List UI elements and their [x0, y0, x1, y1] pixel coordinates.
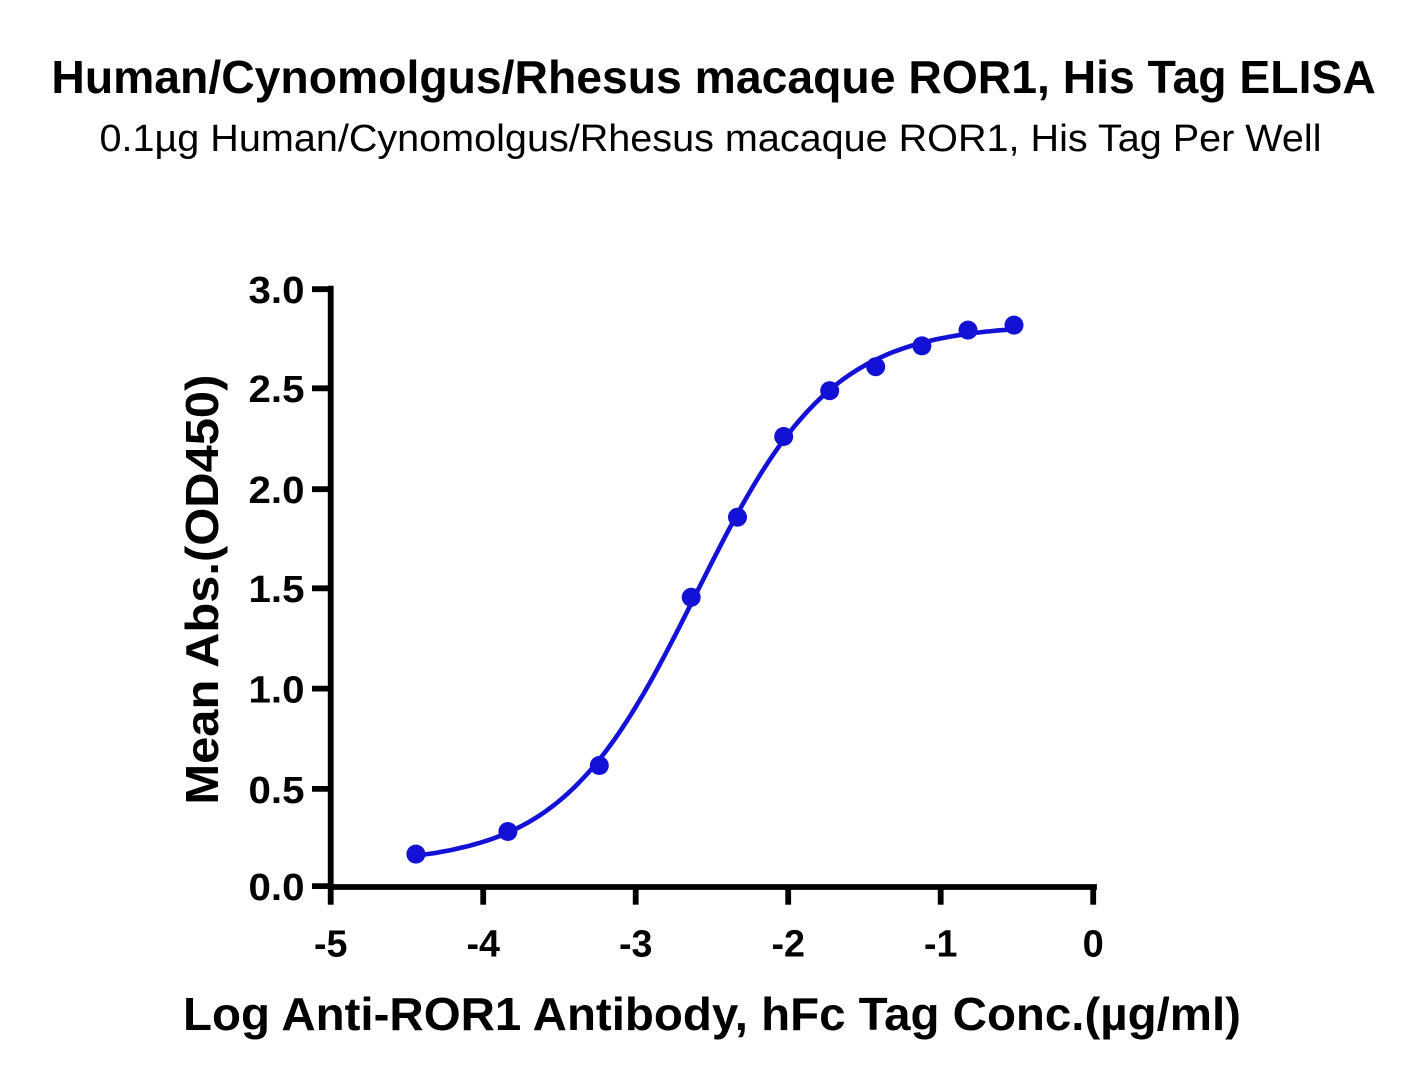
svg-text:0.5: 0.5	[249, 770, 305, 812]
svg-text:Log Anti-ROR1 Antibody, hFc Ta: Log Anti-ROR1 Antibody, hFc Tag Conc.(µg…	[183, 988, 1241, 1040]
svg-text:-3: -3	[619, 923, 653, 965]
svg-text:-1: -1	[924, 923, 958, 965]
svg-text:2.5: 2.5	[249, 369, 305, 411]
svg-text:1.0: 1.0	[249, 670, 305, 712]
svg-text:-4: -4	[466, 923, 500, 965]
svg-text:0.0: 0.0	[249, 867, 305, 909]
svg-text:1.5: 1.5	[249, 569, 305, 611]
svg-text:-5: -5	[314, 923, 348, 965]
svg-text:0.1µg Human/Cynomolgus/Rhesus: 0.1µg Human/Cynomolgus/Rhesus macaque RO…	[100, 118, 1322, 160]
svg-text:0: 0	[1083, 923, 1104, 965]
svg-text:Mean Abs.(OD450): Mean Abs.(OD450)	[176, 375, 228, 805]
svg-text:3.0: 3.0	[249, 270, 305, 312]
svg-text:-2: -2	[771, 923, 805, 965]
svg-text:Human/Cynomolgus/Rhesus macaqu: Human/Cynomolgus/Rhesus macaque ROR1, Hi…	[51, 51, 1375, 103]
svg-text:2.0: 2.0	[249, 470, 305, 512]
